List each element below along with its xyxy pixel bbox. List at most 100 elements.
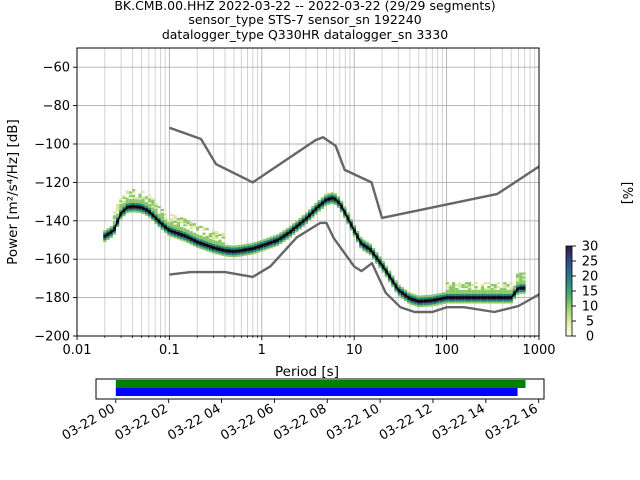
heatmap-cell	[496, 291, 501, 294]
heatmap-cell	[512, 289, 517, 292]
heatmap-cell	[279, 239, 283, 243]
heatmap-cell	[471, 299, 475, 302]
heatmap-cell	[112, 224, 117, 228]
heatmap-cell	[432, 296, 437, 299]
heatmap-cell	[103, 230, 107, 233]
heatmap-cell	[112, 215, 117, 218]
heatmap-cell	[519, 284, 523, 287]
heatmap-cell	[112, 232, 117, 235]
heatmap-cell	[506, 293, 510, 296]
heatmap-cell	[352, 226, 357, 230]
heatmap-cell	[343, 208, 347, 211]
heatmap-cell	[295, 220, 299, 223]
heatmap-cell	[125, 211, 129, 214]
heatmap-cell	[365, 241, 369, 244]
heatmap-cell	[487, 291, 491, 294]
heatmap-cell	[176, 223, 181, 227]
heatmap-cell	[509, 289, 513, 292]
heatmap-cell	[176, 218, 181, 221]
heatmap-cell	[186, 231, 190, 234]
heatmap-cell	[330, 194, 334, 197]
heatmap-cell	[189, 221, 193, 224]
heatmap-cell	[397, 286, 401, 289]
heatmap-cell	[138, 199, 142, 202]
heatmap-cell	[125, 209, 129, 212]
heatmap-cell	[384, 273, 389, 276]
heatmap-cell	[138, 205, 142, 208]
y-ticks: −200 −180 −160 −140 −120 −100 −80 −60	[34, 61, 77, 345]
heatmap-cell	[503, 289, 507, 292]
heatmap-cell	[215, 246, 219, 249]
heatmap-cell	[487, 285, 491, 289]
heatmap-cell	[116, 225, 120, 228]
heatmap-cell	[218, 233, 222, 237]
heatmap-cell	[250, 246, 254, 249]
heatmap-cell	[410, 299, 414, 302]
heatmap-cell	[154, 204, 158, 207]
timeline-tick-label: 03-22 02	[113, 401, 171, 443]
heatmap-cell	[167, 220, 171, 223]
heatmap-cell	[173, 226, 177, 229]
heatmap-cell	[122, 212, 126, 215]
heatmap-cell	[282, 237, 286, 241]
heatmap-cell	[180, 234, 184, 237]
heatmap-cell	[343, 214, 347, 217]
heatmap-cell	[375, 259, 379, 263]
heatmap-cell	[490, 291, 494, 294]
heatmap-cell	[461, 301, 465, 304]
heatmap-cell	[356, 232, 360, 235]
heatmap-cell	[480, 293, 485, 296]
heatmap-cell	[493, 285, 497, 289]
heatmap-cell	[218, 245, 222, 248]
timeline-tick-label: 03-22 00	[60, 401, 118, 443]
heatmap-cell	[496, 301, 501, 304]
heatmap-cell	[231, 249, 235, 252]
heatmap-cell	[186, 235, 190, 238]
heatmap-cell	[132, 198, 136, 201]
heatmap-cell	[506, 291, 510, 294]
heatmap-cell	[260, 243, 264, 246]
heatmap-cell	[295, 228, 299, 231]
heatmap-cell	[512, 295, 517, 298]
heatmap-cell	[154, 210, 158, 213]
heatmap-cell	[144, 207, 149, 211]
heatmap-cell	[423, 298, 427, 302]
heatmap-cell	[474, 297, 478, 300]
heatmap-cell	[247, 251, 251, 254]
heatmap-cell	[516, 277, 520, 280]
heatmap-cell	[464, 299, 469, 302]
heatmap-cell	[176, 220, 181, 223]
heatmap-cell	[218, 253, 222, 256]
heatmap-cell	[471, 297, 475, 300]
heatmap-cell	[215, 236, 219, 240]
heatmap-cell	[167, 222, 171, 225]
heatmap-cell	[394, 290, 398, 293]
heatmap-cell	[461, 284, 465, 287]
heatmap-cell	[480, 291, 485, 294]
heatmap-cell	[103, 239, 107, 243]
heatmap-cell	[452, 282, 456, 285]
timeline-tick-label: 03-22 08	[271, 401, 329, 443]
heatmap-cell	[484, 293, 488, 296]
heatmap-cell	[202, 248, 206, 251]
heatmap-cell	[480, 299, 485, 302]
heatmap-cell	[336, 205, 341, 209]
heatmap-cell	[490, 301, 494, 304]
heatmap-cell	[356, 240, 360, 243]
heatmap-cell	[122, 206, 126, 209]
heatmap-cell	[106, 230, 110, 233]
heatmap-cell	[128, 200, 133, 204]
heatmap-cell	[333, 195, 337, 198]
heatmap-cell	[199, 243, 203, 246]
heatmap-cell	[304, 214, 309, 217]
heatmap-cell	[135, 197, 139, 200]
heatmap-cell	[413, 303, 417, 307]
heatmap-cell	[468, 301, 472, 304]
heatmap-cell	[352, 232, 357, 235]
heatmap-cell	[420, 303, 424, 306]
heatmap-cell	[317, 199, 321, 203]
heatmap-cell	[212, 230, 216, 233]
heatmap-cell	[202, 244, 206, 247]
